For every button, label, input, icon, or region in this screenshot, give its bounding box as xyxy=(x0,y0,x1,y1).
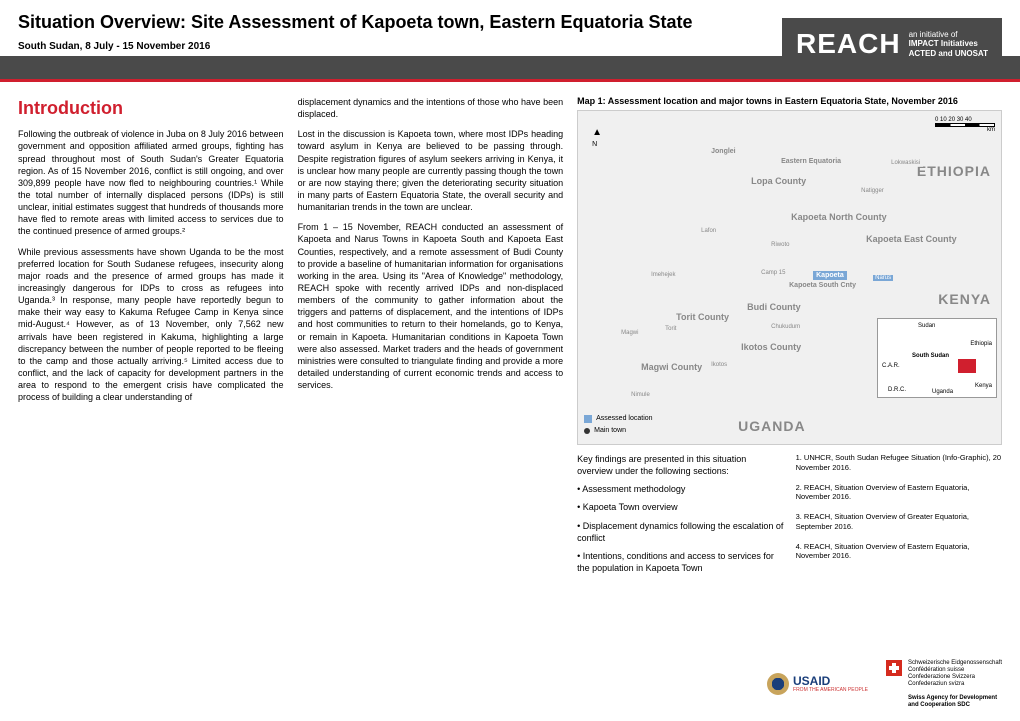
header-gray-bar: REACH an initiative of IMPACT Initiative… xyxy=(0,56,1020,82)
town-torit: Torit xyxy=(662,325,679,333)
label-magwi: Magwi County xyxy=(638,361,705,373)
town-riwoto: Riwoto xyxy=(768,241,792,249)
inset-car: C.A.R. xyxy=(882,363,900,369)
label-ethiopia: ETHIOPIA xyxy=(917,163,991,179)
label-torit: Torit County xyxy=(673,311,732,323)
reach-logo-text: REACH xyxy=(796,28,901,60)
swiss-line2: Confédération suisse xyxy=(908,667,1002,674)
findings-b4: • Intentions, conditions and access to s… xyxy=(577,550,783,574)
column-3-map: Map 1: Assessment location and major tow… xyxy=(577,96,1002,580)
town-imehejek: Imehejek xyxy=(648,271,678,279)
swiss-line1: Schweizerische Eidgenossenschaft xyxy=(908,660,1002,667)
swiss-logo: Schweizerische Eidgenossenschaft Confédé… xyxy=(886,660,1002,709)
below-map-row: Key findings are presented in this situa… xyxy=(577,453,1002,580)
map-title: Map 1: Assessment location and major tow… xyxy=(577,96,1002,106)
reach-tag-3: ACTED and UNOSAT xyxy=(909,49,988,59)
inset-ss: South Sudan xyxy=(912,353,949,359)
map-legend: Assessed location Main town xyxy=(584,414,652,438)
usaid-text: USAID xyxy=(793,675,868,687)
scale-bar: 0 10 20 30 40 km xyxy=(935,117,995,133)
town-narus: Narus xyxy=(873,275,893,281)
label-eastern-eq: Eastern Equatoria xyxy=(778,157,844,166)
compass-icon: ▲N xyxy=(592,127,602,149)
town-natigger: Natigger xyxy=(858,187,887,195)
town-magwi: Magwi xyxy=(618,329,641,337)
reach-tagline: an initiative of IMPACT Initiatives ACTE… xyxy=(909,30,988,59)
usaid-logo: USAID FROM THE AMERICAN PEOPLE xyxy=(767,673,868,695)
intro-p1: Following the outbreak of violence in Ju… xyxy=(18,128,284,237)
label-uganda: UGANDA xyxy=(738,418,805,434)
label-ikotos: Ikotos County xyxy=(738,341,804,353)
legend-main-row: Main town xyxy=(584,426,652,436)
swiss-line6: and Cooperation SDC xyxy=(908,702,1002,709)
label-kenya: KENYA xyxy=(938,291,991,307)
swiss-line5: Swiss Agency for Development xyxy=(908,695,1002,702)
label-kapoeta-south: Kapoeta South Cnty xyxy=(786,281,859,290)
inset-map: Sudan Ethiopia South Sudan C.A.R. D.R.C.… xyxy=(877,318,997,398)
footer-logos: USAID FROM THE AMERICAN PEOPLE Schweizer… xyxy=(767,660,1002,709)
town-nimule: Nimule xyxy=(628,391,653,399)
findings-b3: • Displacement dynamics following the es… xyxy=(577,520,783,544)
town-ikotos-t: Ikotos xyxy=(708,361,730,369)
usaid-subtext: FROM THE AMERICAN PEOPLE xyxy=(793,687,868,693)
reach-tag-1: an initiative of xyxy=(909,30,988,40)
reach-tag-2: IMPACT Initiatives xyxy=(909,39,988,49)
intro-p2: While previous assessments have shown Ug… xyxy=(18,246,284,404)
map-container: ▲N 0 10 20 30 40 km ETHIOPIA KENYA UGAND… xyxy=(577,110,1002,445)
key-findings: Key findings are presented in this situa… xyxy=(577,453,783,580)
legend-assessed-row: Assessed location xyxy=(584,414,652,424)
inset-highlight xyxy=(958,359,976,373)
intro-heading: Introduction xyxy=(18,96,284,120)
swiss-flag-icon xyxy=(886,660,902,676)
legend-assessed-label: Assessed location xyxy=(596,414,652,424)
ref-1: 1. UNHCR, South Sudan Refugee Situation … xyxy=(796,453,1002,473)
intro-p3: displacement dynamics and the intentions… xyxy=(298,96,564,120)
reach-logo-block: REACH an initiative of IMPACT Initiative… xyxy=(782,18,1002,70)
page-header: Situation Overview: Site Assessment of K… xyxy=(0,0,1020,82)
findings-b2: • Kapoeta Town overview xyxy=(577,501,783,513)
town-lafon: Lafon xyxy=(698,227,719,235)
swiss-text-block: Schweizerische Eidgenossenschaft Confédé… xyxy=(908,660,1002,709)
ref-4: 4. REACH, Situation Overview of Eastern … xyxy=(796,542,1002,562)
inset-ethiopia: Ethiopia xyxy=(970,341,992,347)
label-kapoeta-north: Kapoeta North County xyxy=(788,211,890,223)
findings-b1: • Assessment methodology xyxy=(577,483,783,495)
swiss-line3: Confederazione Svizzera xyxy=(908,674,1002,681)
town-chukudum: Chukudum xyxy=(768,323,803,331)
scale-unit: km xyxy=(935,127,995,133)
inset-kenya: Kenya xyxy=(975,383,992,389)
label-budi: Budi County xyxy=(744,301,804,313)
town-camp15: Camp 15 xyxy=(758,269,788,277)
column-1: Introduction Following the outbreak of v… xyxy=(18,96,284,580)
label-kapoeta-east: Kapoeta East County xyxy=(863,233,960,245)
column-2: displacement dynamics and the intentions… xyxy=(298,96,564,580)
references: 1. UNHCR, South Sudan Refugee Situation … xyxy=(796,453,1002,580)
inset-sudan: Sudan xyxy=(918,323,935,329)
legend-main-label: Main town xyxy=(594,426,626,436)
intro-p5: From 1 – 15 November, REACH conducted an… xyxy=(298,221,564,391)
town-lokwaskisi: Lokwaskisi xyxy=(888,159,923,167)
findings-intro: Key findings are presented in this situa… xyxy=(577,453,783,477)
inset-uganda: Uganda xyxy=(932,389,953,395)
body-columns: Introduction Following the outbreak of v… xyxy=(0,82,1020,594)
ref-3: 3. REACH, Situation Overview of Greater … xyxy=(796,512,1002,532)
ref-2: 2. REACH, Situation Overview of Eastern … xyxy=(796,483,1002,503)
town-kapoeta: Kapoeta xyxy=(813,271,847,280)
usaid-seal-icon xyxy=(767,673,789,695)
intro-p4: Lost in the discussion is Kapoeta town, … xyxy=(298,128,564,213)
legend-assessed-icon xyxy=(584,415,592,423)
label-jonglei: Jonglei xyxy=(708,147,739,156)
label-lopa: Lopa County xyxy=(748,175,809,187)
inset-drc: D.R.C. xyxy=(888,387,906,393)
legend-main-icon xyxy=(584,428,590,434)
swiss-line4: Confederaziun svizra xyxy=(908,681,1002,688)
